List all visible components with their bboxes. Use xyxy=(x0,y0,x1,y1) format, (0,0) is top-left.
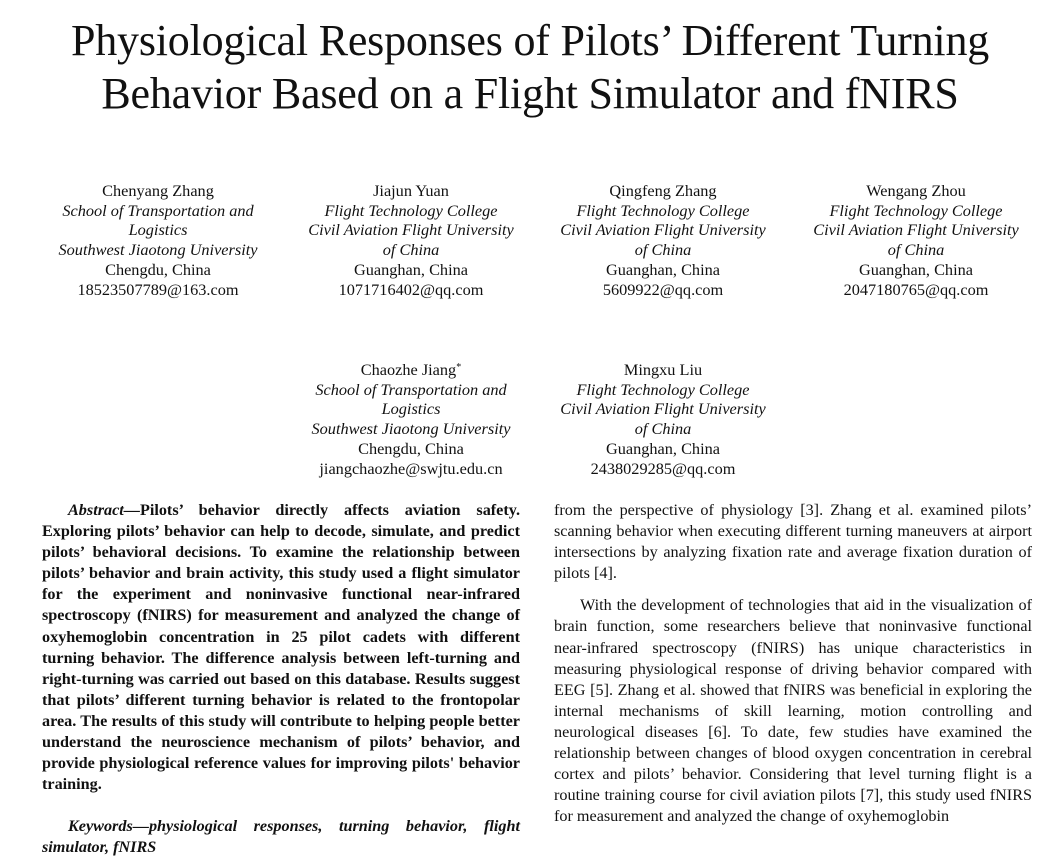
author-block: Jiajun Yuan Flight Technology College Ci… xyxy=(291,181,531,299)
body-paragraph: from the perspective of physiology [3]. … xyxy=(554,501,1032,583)
paper-title: Physiological Responses of Pilots’ Diffe… xyxy=(0,14,1060,120)
author-name: Wengang Zhou xyxy=(866,181,966,200)
keywords: Keywords—physiological responses, turnin… xyxy=(42,816,520,858)
body-paragraph: With the development of technologies tha… xyxy=(554,596,1032,826)
author-name: Chenyang Zhang xyxy=(102,181,214,200)
author-email[interactable]: 5609922@qq.com xyxy=(602,279,724,299)
author-affiliation: Flight Technology College xyxy=(829,200,1003,220)
author-email[interactable]: 2047180765@qq.com xyxy=(843,279,989,299)
left-column: Abstract—Pilots’ behavior directly affec… xyxy=(42,500,520,859)
author-affiliation: Flight Technology College xyxy=(576,379,750,399)
author-affiliation: Flight Technology College xyxy=(576,200,750,220)
author-name-text: Chaozhe Jiang xyxy=(360,360,457,379)
author-block: Chenyang Zhang School of Transportation … xyxy=(38,181,278,299)
title-line: Behavior Based on a Flight Simulator and… xyxy=(101,69,959,118)
author-block: Chaozhe Jiang* School of Transportation … xyxy=(291,360,531,478)
author-city: Chengdu, China xyxy=(105,259,211,279)
author-block: Mingxu Liu Flight Technology College Civ… xyxy=(543,360,783,478)
author-affiliation: Southwest Jiaotong University xyxy=(311,419,511,439)
author-affiliation: Logistics xyxy=(381,399,441,419)
author-affiliation: Southwest Jiaotong University xyxy=(58,240,258,260)
author-affiliation: of China xyxy=(887,240,945,260)
author-name: Chaozhe Jiang* xyxy=(291,360,531,380)
author-affiliation: Civil Aviation Flight University xyxy=(560,220,766,240)
author-block: Wengang Zhou Flight Technology College C… xyxy=(796,181,1036,299)
author-name: Mingxu Liu xyxy=(623,360,703,379)
author-email[interactable]: 18523507789@163.com xyxy=(77,279,239,299)
author-name: Qingfeng Zhang xyxy=(609,181,717,200)
author-city: Guanghan, China xyxy=(354,259,468,279)
right-column: from the perspective of physiology [3]. … xyxy=(554,500,1032,827)
author-email[interactable]: 1071716402@qq.com xyxy=(338,279,484,299)
author-email[interactable]: jiangchaozhe@swjtu.edu.cn xyxy=(319,458,503,478)
author-city: Guanghan, China xyxy=(606,259,720,279)
author-affiliation: of China xyxy=(634,419,692,439)
author-affiliation: Civil Aviation Flight University xyxy=(813,220,1019,240)
keywords-label: Keywords— xyxy=(68,817,149,836)
abstract-label: Abstract— xyxy=(68,501,140,519)
author-affiliation: of China xyxy=(382,240,440,260)
author-city: Chengdu, China xyxy=(358,438,464,458)
corresponding-author-mark: * xyxy=(456,362,462,373)
abstract-text: Pilots’ behavior directly affects aviati… xyxy=(42,501,520,794)
author-email[interactable]: 2438029285@qq.com xyxy=(590,458,736,478)
author-affiliation: School of Transportation and xyxy=(315,379,507,399)
author-city: Guanghan, China xyxy=(859,259,973,279)
author-city: Guanghan, China xyxy=(606,438,720,458)
author-affiliation: Civil Aviation Flight University xyxy=(308,220,514,240)
author-affiliation: Flight Technology College xyxy=(324,200,498,220)
author-name: Jiajun Yuan xyxy=(373,181,449,200)
abstract: Abstract—Pilots’ behavior directly affec… xyxy=(42,500,520,795)
author-affiliation: School of Transportation and xyxy=(62,200,254,220)
author-block: Qingfeng Zhang Flight Technology College… xyxy=(543,181,783,299)
author-affiliation: Civil Aviation Flight University xyxy=(560,399,766,419)
author-affiliation: of China xyxy=(634,240,692,260)
author-affiliation: Logistics xyxy=(128,220,188,240)
title-line: Physiological Responses of Pilots’ Diffe… xyxy=(70,16,990,65)
